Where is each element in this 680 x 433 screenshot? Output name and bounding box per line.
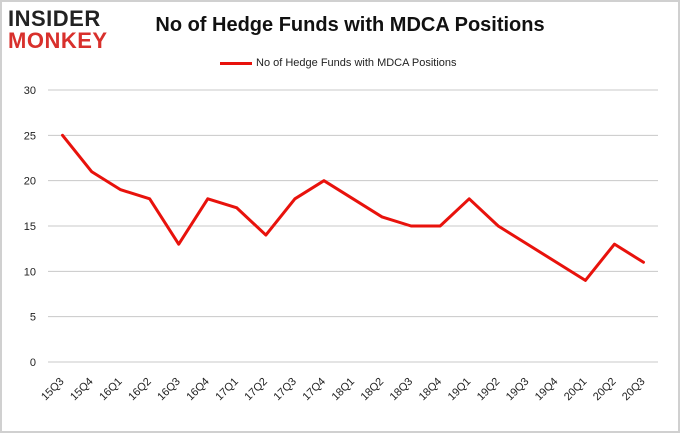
x-tick-label: 17Q1 [213,376,241,404]
data-point [293,197,297,200]
logo-line-2: MONKEY [8,28,108,53]
chart-title: No of Hedge Funds with MDCA Positions [155,14,545,36]
x-tick-label: 18Q1 [330,376,358,404]
x-tick-label: 19Q1 [446,376,474,404]
series-layer [61,133,645,282]
x-tick-label: 17Q2 [242,376,270,404]
data-point [526,242,529,246]
x-axis-ticks: 15Q3 15Q4 16Q1 16Q2 16Q3 16Q4 17Q1 17Q2 17Q3 17Q4… [39,376,647,404]
x-tick-label: 18Q4 [417,376,445,404]
x-tick-label: 18Q3 [388,376,416,404]
y-tick-label: 30 [24,85,36,97]
legend-label: No of Hedge Funds with MDCA Positions [256,57,457,69]
data-point [235,206,239,210]
x-tick-label: 20Q1 [562,376,590,404]
y-tick-label: 10 [24,266,36,278]
y-tick-label: 0 [30,357,36,369]
x-tick-label: 16Q4 [184,376,212,404]
x-tick-label: 19Q4 [533,376,561,404]
data-point [438,224,442,228]
x-tick-label: 16Q3 [155,376,183,404]
data-point [409,224,413,228]
data-point [148,197,151,200]
x-tick-label: 19Q3 [504,376,532,404]
x-tick-label: 17Q4 [301,376,329,404]
y-tick-label: 20 [24,176,36,188]
data-point [555,261,558,264]
x-tick-label: 17Q3 [272,376,300,404]
data-point [119,188,122,191]
y-tick-label: 5 [30,312,36,324]
chart-legend: No of Hedge Funds with MDCA Positions [220,55,457,71]
logo-line-1: INSIDER [8,6,101,31]
x-tick-label: 15Q3 [39,376,67,404]
x-tick-label: 15Q4 [68,376,96,404]
x-tick-label: 16Q1 [97,376,125,404]
data-point [177,242,180,246]
data-point [61,134,64,137]
insider-monkey-logo: INSIDER MONKEY [8,8,128,56]
data-point [380,215,384,219]
grid-lines [48,89,658,363]
data-point [90,170,93,173]
data-point [322,179,326,182]
data-point [497,224,500,228]
y-tick-label: 25 [24,130,36,142]
x-tick-label: 20Q2 [591,376,619,404]
x-tick-label: 20Q3 [620,376,648,404]
data-point [351,197,355,200]
y-axis-ticks: 0 5 10 15 20 25 30 [24,85,36,369]
data-point [613,242,616,246]
data-point [467,197,471,200]
data-point [264,233,268,237]
x-tick-label: 18Q2 [359,376,387,404]
y-tick-label: 15 [24,221,36,233]
data-point [206,197,209,200]
data-point [584,279,587,282]
x-tick-label: 16Q2 [126,376,154,404]
data-point [642,261,645,264]
x-tick-label: 19Q2 [475,376,503,404]
legend-swatch [220,61,252,65]
series-line [61,133,645,282]
